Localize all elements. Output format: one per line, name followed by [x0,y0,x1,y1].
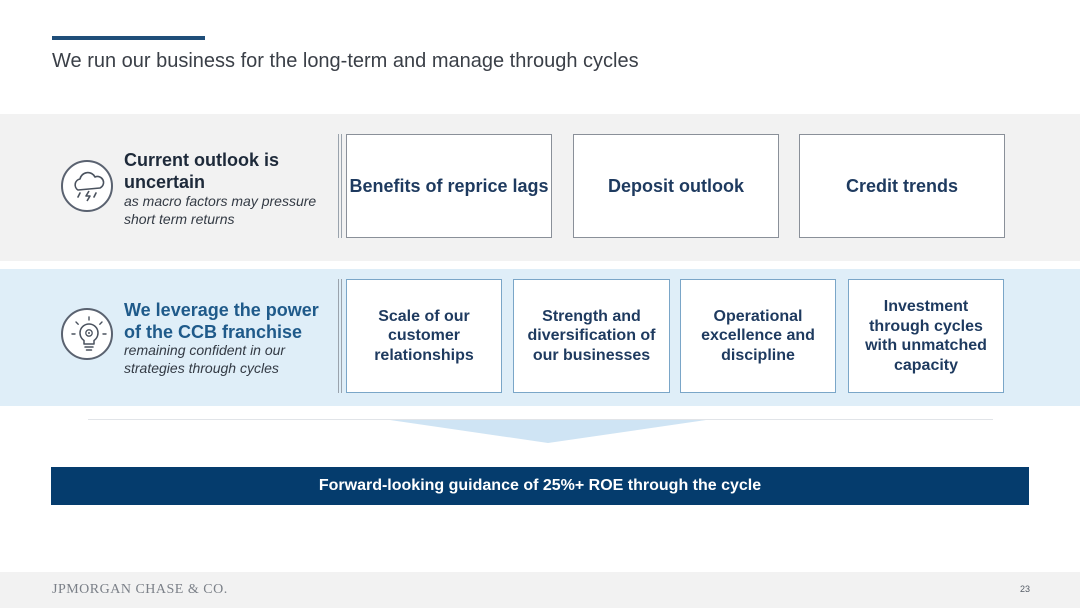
title-accent-rule [52,36,205,40]
outlook-heading: Current outlook is uncertain [124,150,280,192]
leverage-card-operational: Operational excellence and discipline [680,279,836,393]
leverage-card-diversification: Strength and diversification of our busi… [513,279,670,393]
outlook-divider [341,134,342,238]
outlook-card-reprice-lags: Benefits of reprice lags [346,134,552,238]
outlook-divider [338,134,339,238]
funnel-arrow [390,420,706,443]
page-number: 23 [1019,584,1030,594]
leverage-subtext: remaining confident in our strategies th… [124,342,286,376]
lightbulb-gear-icon [61,308,113,360]
slide-title: We run our business for the long-term an… [52,50,639,72]
leverage-divider [341,279,342,393]
leverage-card-investment: Investment through cycles with unmatched… [848,279,1004,393]
footer: JPMORGAN CHASE & CO. 23 [0,572,1080,608]
leverage-card-scale: Scale of our customer relationships [346,279,502,393]
outlook-subtext: as macro factors may pressure short term… [124,193,317,227]
separator-line [88,419,993,420]
leverage-heading: We leverage the power of the CCB franchi… [124,300,319,342]
leverage-divider [338,279,339,393]
company-logo: JPMORGAN CHASE & CO. [52,582,228,597]
guidance-banner: Forward-looking guidance of 25%+ ROE thr… [51,467,1029,505]
outlook-card-deposit-outlook: Deposit outlook [573,134,779,238]
outlook-card-credit-trends: Credit trends [799,134,1005,238]
storm-cloud-icon [61,160,113,212]
